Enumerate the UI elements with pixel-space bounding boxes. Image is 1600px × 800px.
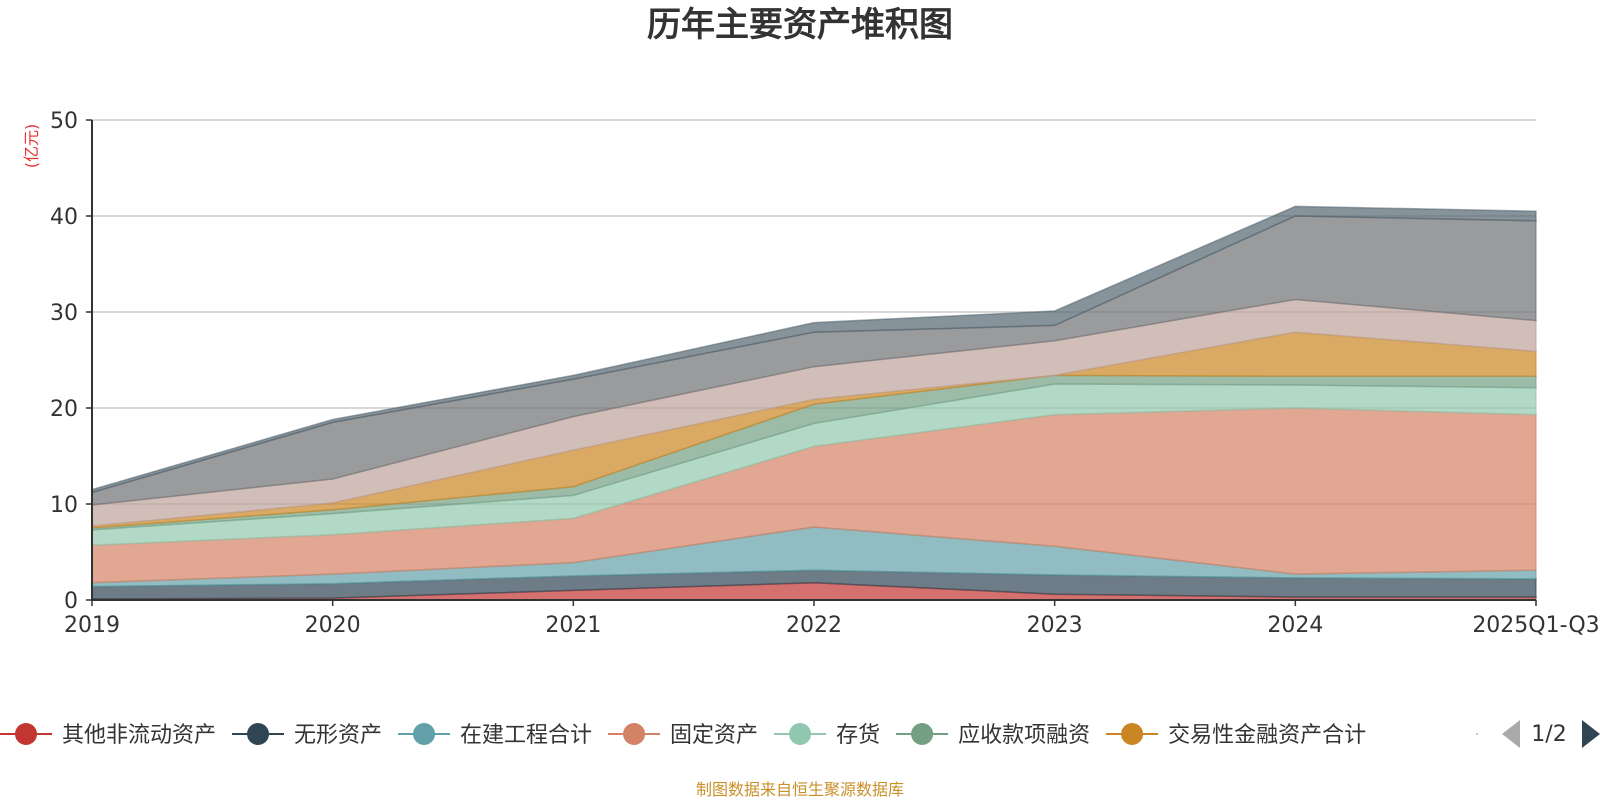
x-tick-label: 2020 bbox=[305, 613, 361, 638]
y-tick-label: 20 bbox=[50, 397, 78, 422]
legend-item[interactable]: 无形资产 bbox=[232, 723, 382, 748]
legend-dot-icon bbox=[247, 723, 270, 745]
source-note: 制图数据来自恒生聚源数据库 bbox=[696, 780, 904, 799]
legend-dot-icon bbox=[789, 723, 812, 745]
legend-dot-icon bbox=[911, 723, 934, 745]
y-tick-label: 0 bbox=[64, 589, 78, 614]
x-tick-label: 2022 bbox=[786, 613, 842, 638]
x-tick-label: 2021 bbox=[545, 613, 601, 638]
legend-item[interactable]: 其他非流动资产 bbox=[0, 723, 216, 748]
legend-pager: 1/2 bbox=[1502, 720, 1600, 748]
legend-dot-icon bbox=[623, 723, 646, 745]
legend-dot-icon bbox=[413, 723, 436, 745]
legend-label: 存货 bbox=[836, 723, 880, 748]
legend-label: 在建工程合计 bbox=[460, 723, 592, 748]
x-tick-label: 2023 bbox=[1027, 613, 1083, 638]
legend-prev-arrow-icon[interactable] bbox=[1502, 720, 1520, 748]
legend-label: 无形资产 bbox=[294, 723, 382, 748]
legend-label: 应收款项融资 bbox=[958, 723, 1090, 748]
x-tick-label: 2019 bbox=[64, 613, 120, 638]
legend-dot-icon bbox=[1121, 723, 1144, 745]
legend-label: 交易性金融资产合计 bbox=[1168, 723, 1366, 748]
area-series-group bbox=[91, 205, 1537, 601]
legend-item[interactable]: 交易性金融资产合计 bbox=[1106, 723, 1366, 748]
x-tick-label: 2024 bbox=[1267, 613, 1323, 638]
legend-item[interactable]: 应收款项融资 bbox=[896, 723, 1090, 748]
legend-label: 其他非流动资产 bbox=[62, 723, 216, 748]
x-tick-label: 2025Q1-Q3 bbox=[1472, 613, 1599, 638]
legend: 其他非流动资产 无形资产 在建工程合计 固定资产 存货 应收款项融资 交易性金融资产合计 bbox=[0, 723, 1478, 748]
legend-label: 固定资产 bbox=[670, 723, 758, 748]
y-tick-label: 50 bbox=[50, 109, 78, 134]
legend-next-arrow-icon[interactable] bbox=[1582, 720, 1600, 748]
legend-item[interactable]: 固定资产 bbox=[608, 723, 758, 748]
legend-item[interactable]: 存货 bbox=[774, 723, 880, 748]
axes: 0 10 20 30 40 50 2019 2020 2021 2022 2023 2024 2025Q… bbox=[50, 109, 1600, 638]
chart-title: 历年主要资产堆积图 bbox=[647, 5, 953, 45]
y-tick-label: 10 bbox=[50, 493, 78, 518]
y-axis-unit: (亿元) bbox=[22, 124, 41, 169]
area-series-9[interactable] bbox=[91, 205, 1537, 494]
legend-dot-icon bbox=[15, 723, 37, 745]
y-tick-label: 30 bbox=[50, 301, 78, 326]
legend-page-indicator: 1/2 bbox=[1531, 722, 1566, 747]
legend-item[interactable]: 在建工程合计 bbox=[398, 723, 592, 748]
y-tick-label: 40 bbox=[50, 205, 78, 230]
